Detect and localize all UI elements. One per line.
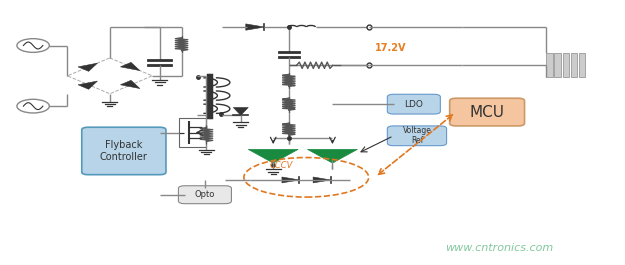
Text: 17.2V: 17.2V: [375, 43, 406, 53]
Polygon shape: [233, 107, 248, 115]
Bar: [571, 54, 577, 77]
Polygon shape: [313, 177, 331, 183]
Text: LDO: LDO: [404, 100, 423, 109]
Polygon shape: [248, 149, 298, 163]
Bar: [562, 54, 569, 77]
FancyBboxPatch shape: [82, 127, 166, 175]
Polygon shape: [121, 80, 140, 89]
FancyBboxPatch shape: [388, 126, 447, 146]
FancyBboxPatch shape: [178, 186, 231, 204]
Bar: [546, 54, 552, 77]
Bar: [554, 54, 561, 77]
Text: Opto: Opto: [195, 190, 215, 199]
Text: Voltage
Ref: Voltage Ref: [402, 126, 431, 145]
Polygon shape: [282, 177, 299, 183]
Polygon shape: [121, 62, 140, 70]
Text: MCU: MCU: [469, 105, 504, 120]
Bar: [579, 54, 585, 77]
Text: Flyback
Controller: Flyback Controller: [100, 140, 148, 162]
Text: www.cntronics.com: www.cntronics.com: [446, 244, 554, 254]
Polygon shape: [308, 149, 358, 163]
Polygon shape: [78, 63, 98, 71]
FancyBboxPatch shape: [388, 94, 441, 114]
Bar: [179, 118, 206, 147]
Polygon shape: [78, 81, 98, 89]
Text: CCCV: CCCV: [269, 161, 293, 170]
Polygon shape: [246, 24, 264, 30]
FancyBboxPatch shape: [450, 98, 524, 126]
